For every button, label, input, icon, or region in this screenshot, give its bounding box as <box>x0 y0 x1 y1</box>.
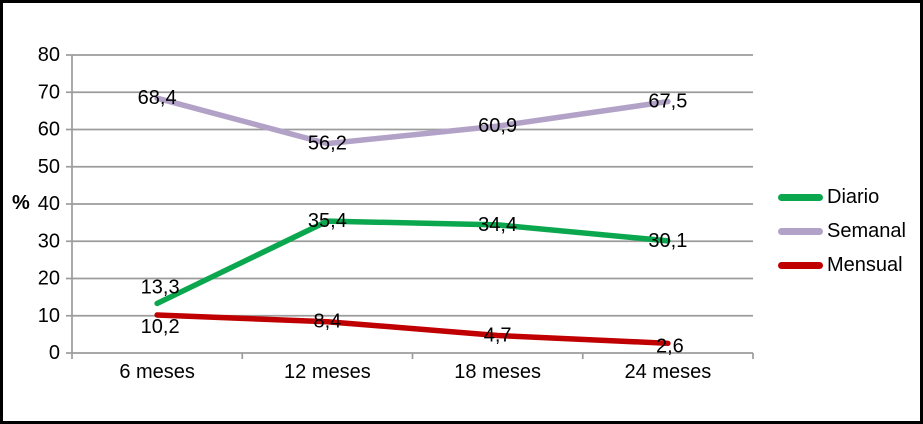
legend-label-semanal: Semanal <box>827 219 906 242</box>
y-tick-label: 20 <box>38 268 60 290</box>
y-axis-title: % <box>12 192 30 214</box>
y-tick-label: 50 <box>38 156 60 178</box>
data-label: 34,4 <box>478 214 517 236</box>
y-tick-label: 60 <box>38 119 60 141</box>
legend-label-mensual: Mensual <box>827 253 903 276</box>
y-tick-label: 80 <box>38 44 60 66</box>
y-tick-label: 30 <box>38 230 60 252</box>
data-label: 56,2 <box>308 133 347 155</box>
x-axis-label: 12 meses <box>284 361 371 383</box>
series-line-diario <box>154 218 671 307</box>
y-tick-label: 10 <box>38 305 60 327</box>
y-tick-label: 40 <box>38 193 60 215</box>
legend-label-diario: Diario <box>827 185 880 208</box>
data-label: 4,7 <box>484 324 512 346</box>
legend-swatch-semanal <box>778 227 823 235</box>
legend-item-mensual: Mensual <box>778 248 906 282</box>
legend-swatch-mensual <box>778 261 823 269</box>
data-label: 30,1 <box>648 230 687 252</box>
series-line-semanal <box>154 95 671 147</box>
x-axis-label: 18 meses <box>454 361 541 383</box>
data-label: 10,2 <box>141 316 180 338</box>
legend-swatch-diario <box>778 193 823 201</box>
data-label: 8,4 <box>313 311 341 333</box>
data-label: 67,5 <box>648 91 687 113</box>
data-label: 60,9 <box>478 115 517 137</box>
x-axis-label: 6 meses <box>119 361 195 383</box>
legend: Diario Semanal Mensual <box>778 180 906 282</box>
legend-item-semanal: Semanal <box>778 214 906 248</box>
y-tick-label: 0 <box>49 342 60 364</box>
data-label: 13,3 <box>141 276 180 298</box>
data-label: 35,4 <box>308 210 347 232</box>
series-line-mensual <box>154 312 671 347</box>
x-axis-label: 24 meses <box>625 361 712 383</box>
legend-item-diario: Diario <box>778 180 906 214</box>
data-label: 2,6 <box>656 335 684 357</box>
data-label: 68,4 <box>138 87 177 109</box>
y-tick-label: 70 <box>38 81 60 103</box>
